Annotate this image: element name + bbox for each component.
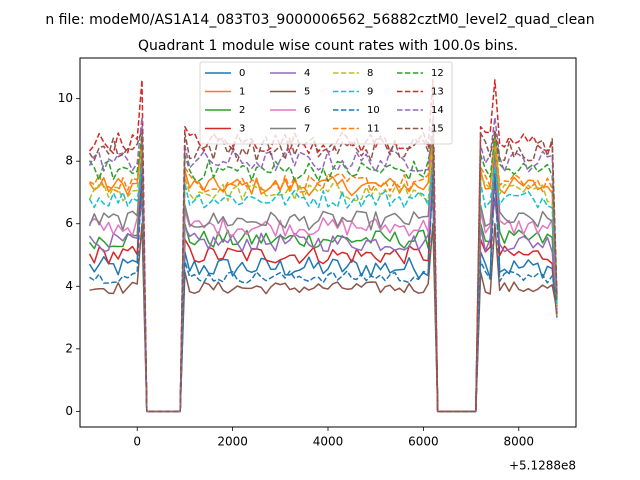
y-tick-label: 8 [65, 154, 73, 168]
legend-label-8: 8 [367, 68, 373, 79]
x-tick-label: 6000 [408, 435, 439, 449]
legend-label-12: 12 [431, 68, 444, 79]
x-tick-label: 0 [133, 435, 141, 449]
legend-box [199, 61, 453, 145]
legend-label-14: 14 [431, 105, 444, 116]
series-line-15 [88, 129, 558, 413]
legend-label-7: 7 [304, 124, 310, 135]
y-tick-label: 4 [65, 279, 73, 293]
y-tick-label: 2 [65, 341, 73, 355]
legend-label-13: 13 [431, 87, 444, 98]
y-axis: 0 2 4 6 8 10 [58, 91, 80, 418]
legend-label-10: 10 [367, 105, 380, 116]
x-tick-label: 8000 [503, 435, 534, 449]
legend-label-9: 9 [367, 87, 373, 98]
x-tick-label: 4000 [313, 435, 344, 449]
y-tick-label: 6 [65, 216, 73, 230]
legend-label-2: 2 [239, 105, 245, 116]
y-tick-label: 0 [65, 404, 73, 418]
x-axis-offset-label: +5.1288e8 [509, 459, 576, 473]
legend-label-6: 6 [304, 105, 310, 116]
y-tick-label: 10 [58, 91, 73, 105]
legend-label-1: 1 [239, 87, 245, 98]
chart-suptitle: n file: modeM0/AS1A14_083T03_9000006562_… [45, 12, 594, 28]
legend-label-11: 11 [367, 124, 380, 135]
legend-label-4: 4 [304, 68, 310, 79]
chart-title: Quadrant 1 module wise count rates with … [138, 38, 518, 54]
legend-label-15: 15 [431, 124, 444, 135]
x-axis: 0 2000 4000 6000 8000 [133, 427, 534, 449]
series-layer [88, 79, 558, 413]
legend-label-3: 3 [239, 124, 245, 135]
x-tick-label: 2000 [217, 435, 248, 449]
legend-label-5: 5 [304, 87, 310, 98]
legend-label-0: 0 [239, 68, 245, 79]
